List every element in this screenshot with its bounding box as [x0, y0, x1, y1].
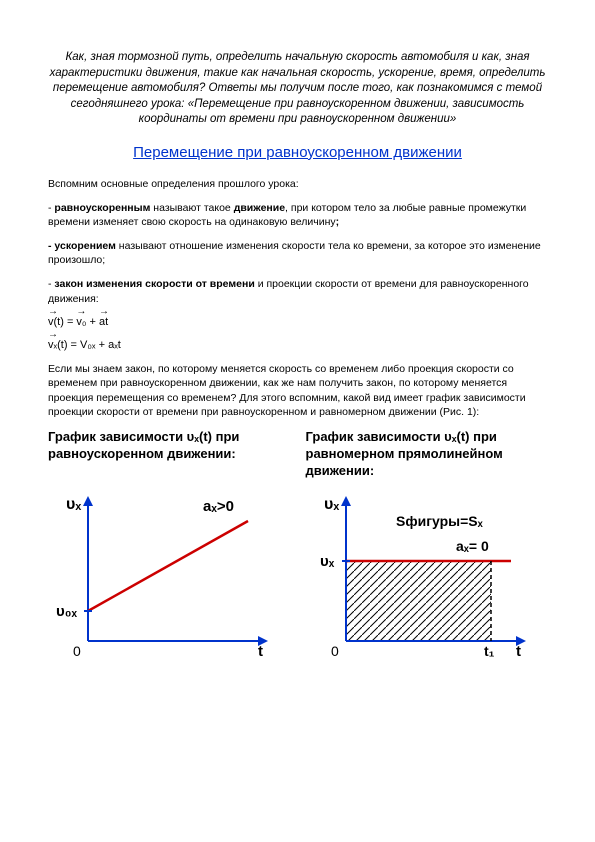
recall-intro: Вспомним основные определения прошлого у…	[48, 177, 547, 191]
text: (t) = V₀ₓ + aₓt	[57, 339, 121, 351]
annotation: aₓ>0	[203, 498, 234, 515]
chart-1-svg: υₓ υ₀ₓ 0 t aₓ>0	[48, 491, 278, 661]
v-vector: v	[48, 316, 54, 329]
text: называют такое	[150, 202, 233, 214]
v0-vector: v₀	[76, 316, 86, 329]
charts-row: График зависимости υₓ(t) при равноускоре…	[48, 429, 547, 666]
y-label: υₓ	[324, 496, 339, 513]
definition-3: - закон изменения скорости от времени и …	[48, 277, 547, 305]
bold-term: ;	[336, 216, 340, 228]
formula-projection: vₓ(t) = V₀ₓ + aₓt	[48, 339, 547, 352]
y-arrow	[83, 496, 93, 506]
text: +	[87, 316, 100, 328]
x-label: t	[258, 643, 263, 660]
t1-label: t₁	[484, 643, 495, 659]
main-title: Перемещение при равноускоренном движении	[48, 144, 547, 161]
y-label: υₓ	[66, 496, 81, 513]
bold-term: закон изменения скорости от времени	[54, 278, 254, 290]
bold-term: - ускорением	[48, 240, 116, 252]
chart-2-svg: υₓ υₓ 0 t₁ t Sфигуры=Sₓ aₓ= 0	[306, 491, 536, 661]
chart-2-block: График зависимости υₓ(t) при равномерном…	[306, 429, 548, 666]
origin-label: 0	[73, 643, 81, 659]
chart-1-title: График зависимости υₓ(t) при равноускоре…	[48, 429, 290, 481]
origin-label: 0	[331, 643, 339, 659]
annotation: aₓ= 0	[456, 538, 489, 554]
paragraph-2: Если мы знаем закон, по которому меняетс…	[48, 362, 547, 419]
area-label: Sфигуры=Sₓ	[396, 513, 484, 529]
chart-1-block: График зависимости υₓ(t) при равноускоре…	[48, 429, 290, 666]
bold-term: равноускоренным	[54, 202, 150, 214]
text: называют отношение изменения скорости те…	[48, 240, 541, 266]
definition-1: - равноускоренным называют такое движени…	[48, 201, 547, 229]
x-label: t	[516, 643, 521, 660]
hatched-area	[346, 561, 491, 641]
y-level-label: υₓ	[320, 553, 335, 570]
y-intercept-label: υ₀ₓ	[56, 603, 77, 620]
formula-vector: v(t) = v₀ + at	[48, 316, 547, 329]
vx-vector: vₓ	[48, 339, 57, 352]
chart-2-title: График зависимости υₓ(t) при равномерном…	[306, 429, 548, 481]
intro-paragraph: Как, зная тормозной путь, определить нач…	[48, 50, 547, 128]
bold-term: движение	[234, 202, 285, 214]
document-page: Как, зная тормозной путь, определить нач…	[0, 0, 595, 696]
definition-2: - ускорением называют отношение изменени…	[48, 239, 547, 267]
velocity-line	[88, 521, 248, 611]
a-vector: a	[99, 316, 105, 329]
y-arrow	[341, 496, 351, 506]
